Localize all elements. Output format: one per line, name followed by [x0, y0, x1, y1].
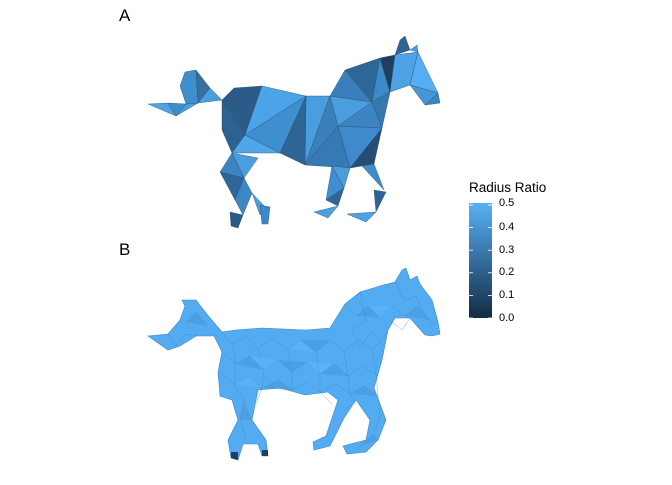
legend-tick-label: 0.3: [499, 244, 515, 256]
legend-tick-label: 0.5: [499, 197, 515, 209]
legend-tick-label: 0.2: [499, 266, 515, 278]
legend-tick-label: 0.4: [499, 221, 515, 233]
horse-mesh-a: [147, 35, 441, 229]
legend-colorbar: [469, 203, 492, 318]
legend-tick-label: 0.0: [499, 312, 515, 324]
legend-ticks: [469, 204, 492, 319]
panel-label-a: A: [119, 6, 131, 25]
panel-label-b: B: [119, 240, 131, 259]
legend-title: Radius Ratio: [469, 180, 547, 195]
horse-mesh-b: [147, 267, 441, 461]
legend-tick-label: 0.1: [499, 289, 515, 301]
